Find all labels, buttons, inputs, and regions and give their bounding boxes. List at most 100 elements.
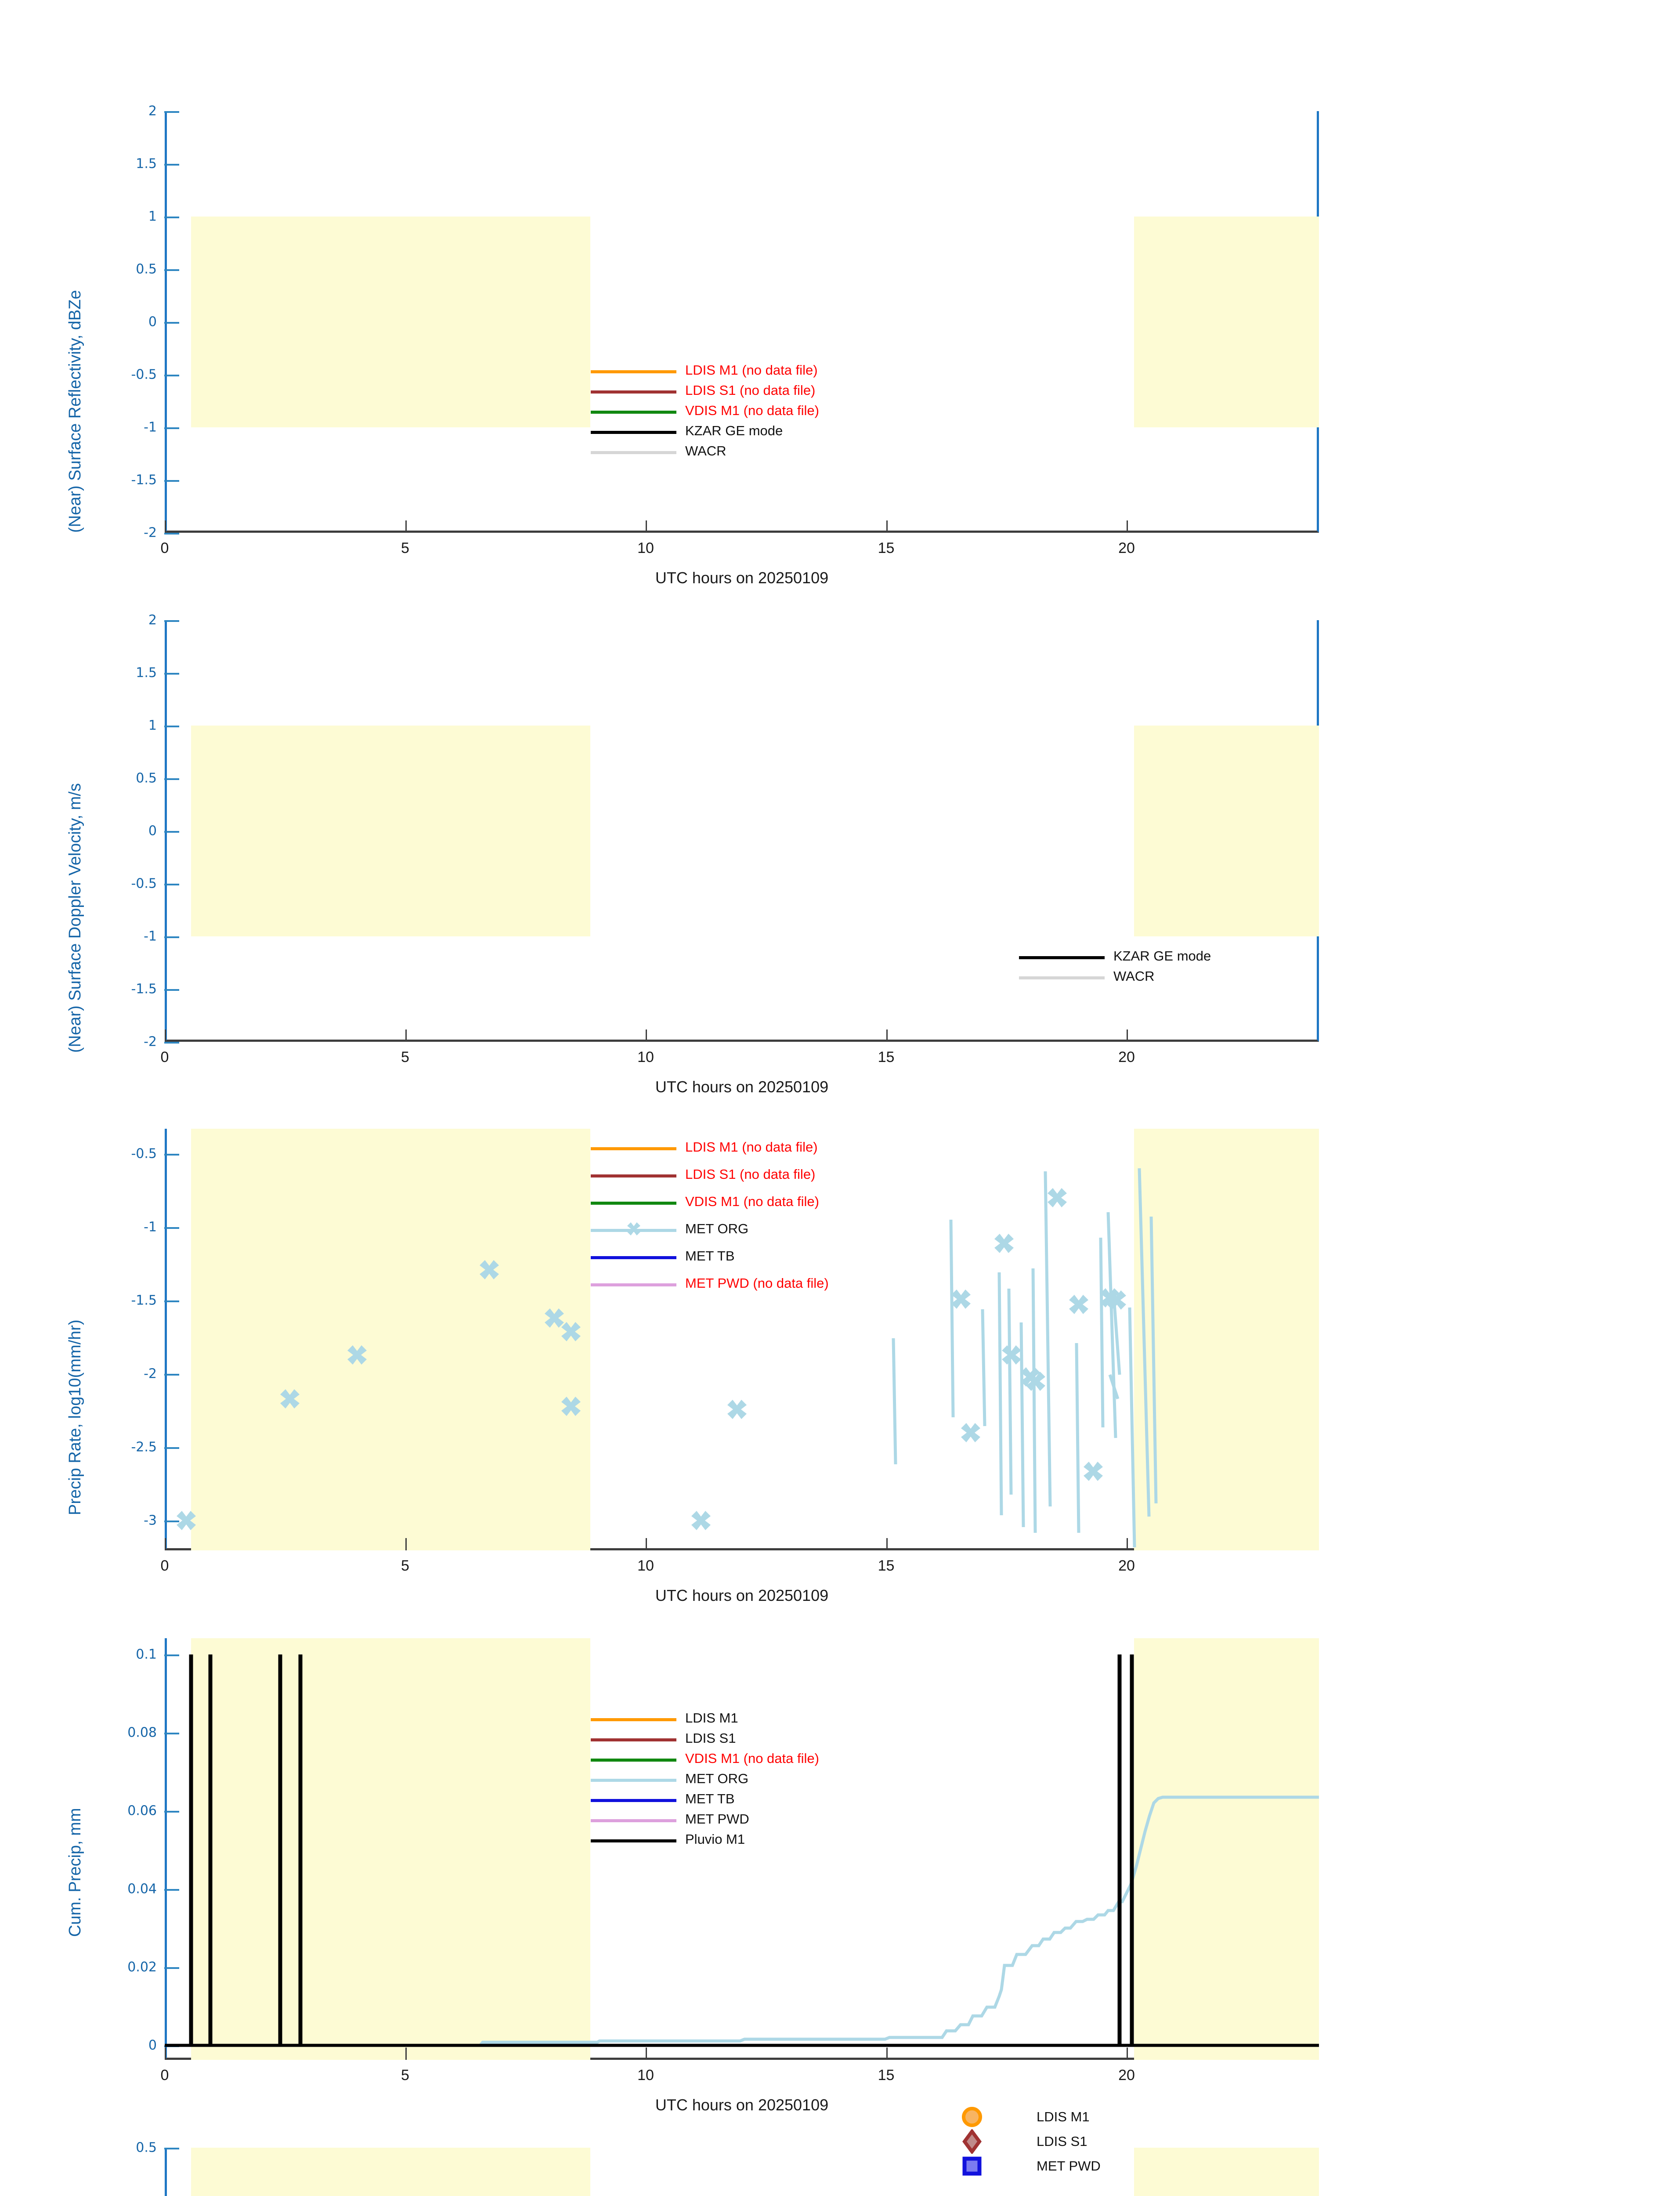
y-tick-label: 0.08 (127, 1725, 157, 1741)
y-tick-label: -2 (144, 1034, 157, 1050)
x-tick-label: 20 (1118, 540, 1135, 556)
x-tick-label: 15 (878, 1557, 895, 1574)
y-tick-label: -0.5 (131, 876, 157, 892)
plot-area-precip-rate: -0.5 -1 -1.5 -2 -2.5 -3 0 5 10 15 20 (131, 1129, 1319, 1574)
legend-label[interactable]: KZAR GE mode (1113, 948, 1211, 964)
legend-swatch (591, 431, 676, 434)
square-marker-icon (962, 2156, 982, 2176)
shaded-interval-1 (191, 2148, 591, 2196)
diamond-marker-icon (962, 2129, 982, 2154)
y-axis-label: (Near) Surface Doppler Velocity, m/s (66, 783, 84, 1053)
plot-area-reflectivity: 2 1.5 1 0.5 0 -0.5 -1 -1.5 -2 0 5 10 15 … (131, 104, 1319, 556)
y-tick-label: 0.5 (136, 2140, 157, 2156)
y-tick-label: -3 (144, 1513, 157, 1528)
y-tick-label: 0.02 (127, 1959, 157, 1975)
x-axis-label: UTC hours on 20250109 (655, 2096, 829, 2114)
legend-swatch (591, 1819, 676, 1822)
x-axis-label: UTC hours on 20250109 (655, 569, 829, 587)
legend-swatch (591, 451, 676, 454)
y-tick-label: -1 (144, 1219, 157, 1235)
panel-reflectivity: (Near) Surface Reflectivity, dBZe 2 1.5 … (0, 104, 1680, 587)
legend-swatch (591, 1839, 676, 1842)
y-tick-label: -1 (144, 928, 157, 944)
shaded-interval-2 (1134, 1129, 1319, 1550)
circle-marker-icon (962, 2107, 982, 2127)
x-tick-label: 15 (878, 1049, 895, 1065)
legend-swatch (591, 411, 676, 414)
y-tick-label: -2 (144, 525, 157, 541)
shaded-interval-2 (1134, 2148, 1319, 2196)
legend-label[interactable]: MET PWD (1037, 2158, 1101, 2174)
panel-weather-codes: Weather Codes 0.5 0 -0.5 0 5 10 15 20 (0, 2107, 1680, 2196)
legend-label[interactable]: LDIS M1 (no data file) (685, 362, 818, 378)
legend-label[interactable]: VDIS M1 (no data file) (685, 1194, 819, 1209)
legend-swatch (591, 1202, 676, 1205)
x-tick-label: 5 (401, 1557, 409, 1574)
legend-swatch (591, 1759, 676, 1762)
legend-label[interactable]: LDIS S1 (685, 1730, 736, 1746)
x-tick-label: 20 (1118, 1557, 1135, 1574)
met-org-markers (177, 1188, 1126, 1530)
precip-rate-data (177, 1168, 1158, 1548)
legend-label[interactable]: WACR (1113, 968, 1155, 984)
x-tick-label: 0 (160, 2067, 169, 2084)
x-tick-label: 10 (637, 1557, 654, 1574)
x-tick-label: 20 (1118, 2067, 1135, 2084)
legend-label[interactable]: VDIS M1 (no data file) (685, 403, 819, 418)
y-tick-label: -1.5 (131, 981, 157, 997)
legend-label[interactable]: LDIS M1 (no data file) (685, 1139, 818, 1155)
panel-cumulative-precip: Cum. Precip, mm 0.1 0.08 0.06 0.04 0.02 … (0, 1638, 1680, 2114)
y-tick-label: -0.5 (131, 1146, 157, 1162)
y-tick-label: -2 (144, 1366, 157, 1382)
legend-label[interactable]: MET TB (685, 1791, 735, 1806)
y-tick-label: -1.5 (131, 472, 157, 488)
shaded-interval-1 (191, 1129, 591, 1550)
y-tick-label: 1 (148, 718, 157, 733)
legend-label[interactable]: MET PWD (no data file) (685, 1275, 829, 1291)
legend-swatch (591, 1779, 676, 1782)
x-tick-label: 10 (637, 540, 654, 556)
legend-label[interactable]: MET TB (685, 1248, 735, 1264)
legend-swatch (591, 1256, 676, 1259)
x-tick-label: 15 (878, 2067, 895, 2084)
shaded-interval-1 (191, 1638, 591, 2060)
plot-area-cumulative-precip: 0.1 0.08 0.06 0.04 0.02 0 0 5 10 15 20 (127, 1638, 1319, 2084)
legend-label[interactable]: MET PWD (685, 1811, 749, 1827)
y-axis-label: (Near) Surface Reflectivity, dBZe (66, 290, 84, 533)
y-tick-label: 0.5 (136, 261, 157, 277)
legend-swatch (1019, 976, 1105, 979)
y-tick-label: 1.5 (136, 156, 157, 172)
x-tick-label: 0 (160, 1049, 169, 1065)
legend-label[interactable]: Pluvio M1 (685, 1831, 745, 1847)
legend-swatch (591, 1799, 676, 1802)
pluvio-m1-spikes (189, 1654, 1134, 2045)
x-axis-label: UTC hours on 20250109 (655, 1586, 829, 1604)
legend-label[interactable]: LDIS S1 (no data file) (685, 383, 816, 398)
legend-label[interactable]: LDIS M1 (1037, 2109, 1090, 2124)
y-tick-label: 0 (148, 2037, 157, 2053)
legend-label[interactable]: VDIS M1 (no data file) (685, 1751, 819, 1766)
legend-label[interactable]: WACR (685, 443, 726, 459)
y-tick-label: 1.5 (136, 665, 157, 681)
legend-label[interactable]: MET ORG (685, 1221, 749, 1236)
shaded-interval-2 (1134, 726, 1319, 936)
legend-swatch (591, 1718, 676, 1721)
met-org-cumulative-curve (165, 1795, 1319, 2047)
x-tick-label: 0 (160, 540, 169, 556)
legend-label[interactable]: LDIS M1 (685, 1710, 738, 1726)
legend-swatch (591, 1174, 676, 1177)
legend-label[interactable]: LDIS S1 (1037, 2134, 1087, 2149)
legend-label[interactable]: MET ORG (685, 1771, 749, 1786)
cumulative-precip-data (165, 1654, 1319, 2047)
panel-doppler-velocity: (Near) Surface Doppler Velocity, m/s 2 1… (0, 613, 1680, 1096)
legend-label[interactable]: KZAR GE mode (685, 423, 783, 438)
y-tick-label: 2 (148, 103, 157, 119)
y-tick-label: -1 (144, 419, 157, 435)
x-tick-label: 5 (401, 540, 409, 556)
shaded-interval-2 (1134, 1638, 1319, 2060)
x-tick-label: 20 (1118, 1049, 1135, 1065)
legend-label[interactable]: LDIS S1 (no data file) (685, 1167, 816, 1182)
y-tick-label: -2.5 (131, 1439, 157, 1455)
panel-precip-rate: Precip Rate, log10(mm/hr) -0.5 -1 -1.5 -… (0, 1129, 1680, 1604)
y-tick-label: 1 (148, 209, 157, 224)
